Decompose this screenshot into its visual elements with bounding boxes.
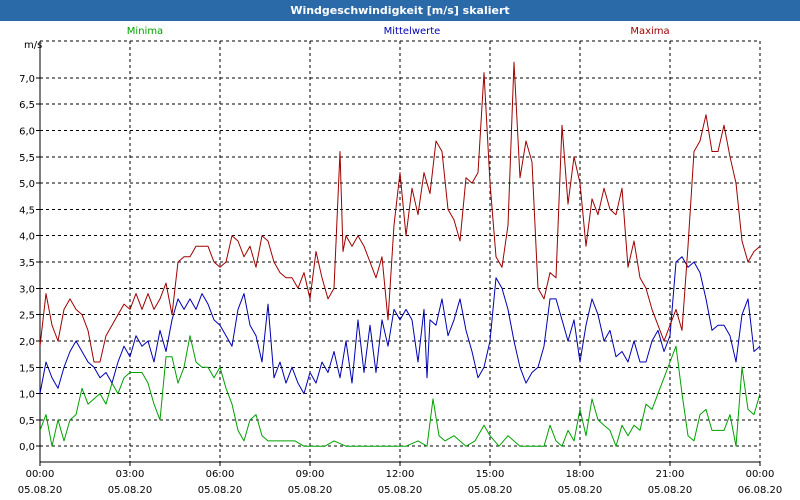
y-tick-label: 0,0 [19, 442, 35, 453]
x-tick-time-label: 18:00 [566, 469, 595, 480]
y-tick-label: 4,0 [19, 232, 35, 243]
x-tick-date-label: 05.08.20 [288, 485, 333, 496]
y-tick-label: 3,0 [19, 284, 35, 295]
y-tick-label: 7,0 [19, 74, 35, 85]
y-tick-label: 0,5 [19, 416, 35, 427]
legend-item-maxima: Maxima [630, 26, 669, 37]
y-tick-label: 2,0 [19, 337, 35, 348]
x-tick-date-label: 05.08.20 [108, 485, 153, 496]
y-tick-label: 6,5 [19, 100, 35, 111]
x-tick-time-label: 09:00 [296, 469, 325, 480]
window-title: Windgeschwindigkeit [m/s] skaliert [0, 0, 800, 21]
x-tick-date-label: 05.08.20 [198, 485, 243, 496]
y-tick-label: 1,0 [19, 390, 35, 401]
x-tick-time-label: 03:00 [116, 469, 145, 480]
legend: Minima Mittelwerte Maxima [127, 26, 670, 37]
x-tick-date-label: 05.08.20 [468, 485, 513, 496]
x-tick-date-label: 05.08.20 [18, 485, 63, 496]
x-tick-date-label: 05.08.20 [558, 485, 603, 496]
y-axis-tick-labels: 0,0 0,5 1,0 1,5 2,0 2,5 3,0 3,5 4,0 4,5 5,0 5,5 6,0 6… [19, 74, 35, 453]
y-tick-label: 2,5 [19, 311, 35, 322]
series-line-mittelwerte [40, 256, 760, 395]
grid [40, 40, 761, 462]
y-axis-label: m/s [24, 40, 42, 51]
x-tick-time-label: 12:00 [386, 469, 415, 480]
x-tick-date-label: 06.08.20 [738, 485, 783, 496]
y-tick-label: 3,5 [19, 258, 35, 269]
legend-item-minima: Minima [127, 26, 163, 37]
series-line-maxima [40, 61, 760, 363]
x-tick-time-label: 21:00 [656, 469, 685, 480]
x-tick-time-label: 00:00 [26, 469, 55, 480]
y-tick-label: 1,5 [19, 363, 35, 374]
line-chart: 0,0 0,5 1,0 1,5 2,0 2,5 3,0 3,5 4,0 4,5 5,0 5,5 6,0 6… [18, 26, 783, 496]
y-tick-label: 5,0 [19, 179, 35, 190]
y-tick-label: 5,5 [19, 153, 35, 164]
x-tick-time-label: 00:00 [746, 469, 775, 480]
x-tick-time-label: 06:00 [206, 469, 235, 480]
x-tick-date-label: 05.08.20 [648, 485, 693, 496]
y-tick-label: 4,5 [19, 205, 35, 216]
x-axis-tick-labels: 00:00 05.08.20 03:00 05.08.20 06:00 05.08.20 0… [18, 469, 783, 496]
x-tick-date-label: 05.08.20 [378, 485, 423, 496]
series-lines [40, 61, 760, 447]
axes [36, 41, 761, 466]
legend-item-mittelwerte: Mittelwerte [384, 26, 441, 37]
series-line-minima [40, 335, 760, 447]
x-tick-time-label: 15:00 [476, 469, 505, 480]
y-tick-label: 6,0 [19, 126, 35, 137]
